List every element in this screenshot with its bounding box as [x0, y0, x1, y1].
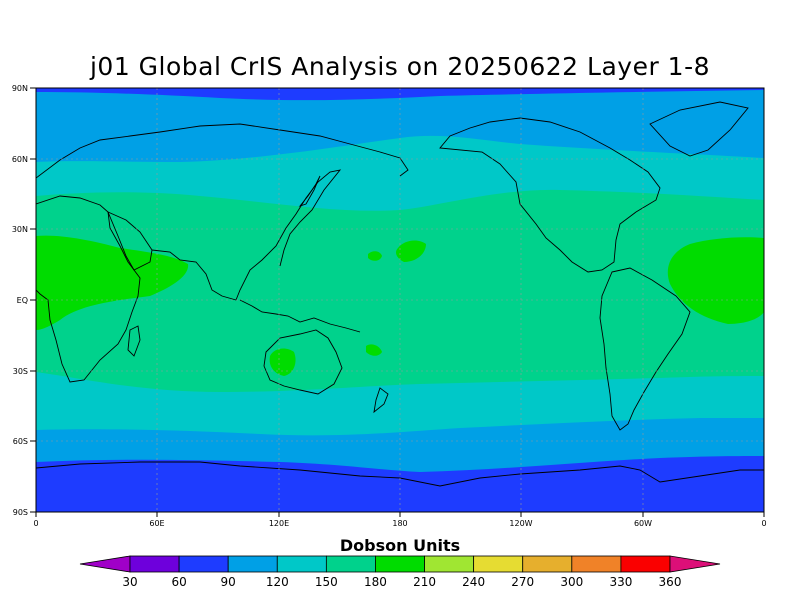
colorbar-label: 30	[122, 575, 137, 589]
lat-label-30n: 30N	[12, 225, 28, 234]
colorbar-title: Dobson Units	[339, 536, 461, 555]
coast-eurasia	[36, 123, 409, 179]
colorbar-box	[227, 555, 278, 573]
colorbar-high-arrow	[669, 555, 721, 573]
lon-label-0-left: 0	[33, 519, 38, 528]
lon-label-180: 180	[392, 519, 407, 528]
coast-north-america	[439, 117, 661, 273]
colorbar-box	[473, 555, 524, 573]
lon-label-60e: 60E	[149, 519, 164, 528]
colorbar-label: 240	[462, 575, 485, 589]
peak-atlantic	[667, 237, 764, 324]
colorbar-label: 270	[511, 575, 534, 589]
colorbar-box	[325, 555, 376, 573]
colorbar-label: 120	[266, 575, 289, 589]
colorbar-label: 180	[364, 575, 387, 589]
coast-south-america	[599, 267, 691, 431]
coast-japan	[298, 175, 321, 207]
colorbar-label: 330	[609, 575, 632, 589]
coast-africa	[36, 195, 141, 383]
colorbar-box	[522, 555, 573, 573]
colorbar-label: 300	[560, 575, 583, 589]
coast-greenland	[649, 101, 749, 157]
coast-arabia	[107, 211, 153, 271]
coast-asia-east	[151, 169, 342, 301]
colorbar-label: 360	[659, 575, 682, 589]
coast-antarctica	[36, 461, 764, 487]
coast-new-zealand	[373, 387, 389, 414]
lat-label-90s: 90S	[13, 508, 28, 517]
colorbar: 30 60 90 120 150 180 210 240 270 300 330 360	[79, 555, 721, 589]
lon-label-0-right: 0	[761, 519, 766, 528]
coast-madagascar	[127, 325, 141, 357]
colorbar-box	[571, 555, 622, 573]
map-title: j01 Global CrIS Analysis on 20250622 Lay…	[89, 52, 711, 81]
colorbar-box	[424, 555, 475, 573]
colorbar-box	[178, 555, 229, 573]
colorbar-low-arrow	[79, 555, 131, 573]
peak-pacific	[396, 240, 426, 262]
lat-label-eq: EQ	[17, 296, 28, 305]
coastlines	[36, 101, 764, 487]
peak-small-pacific	[368, 251, 382, 261]
lat-label-90n: 90N	[12, 84, 28, 93]
lat-label-60n: 60N	[12, 155, 28, 164]
colorbar-box	[129, 555, 180, 573]
colorbar-box	[276, 555, 327, 573]
colorbar-box	[620, 555, 671, 573]
peak-south-pacific	[366, 344, 382, 356]
colorbar-box	[375, 555, 425, 573]
lon-label-120w: 120W	[509, 519, 532, 528]
lat-label-30s: 30S	[13, 367, 28, 376]
coast-sea-islands	[239, 299, 361, 333]
gridlines	[36, 88, 764, 512]
lon-label-120e: 120E	[269, 519, 289, 528]
axis-ticks	[30, 87, 765, 517]
colorbar-label: 150	[315, 575, 338, 589]
colorbar-label: 90	[221, 575, 236, 589]
colorbar-label: 60	[171, 575, 186, 589]
lon-label-60w: 60W	[634, 519, 652, 528]
colorbar-label: 210	[413, 575, 436, 589]
coast-australia	[263, 329, 343, 395]
peak-australia	[269, 348, 296, 376]
lat-label-60s: 60S	[13, 437, 28, 446]
